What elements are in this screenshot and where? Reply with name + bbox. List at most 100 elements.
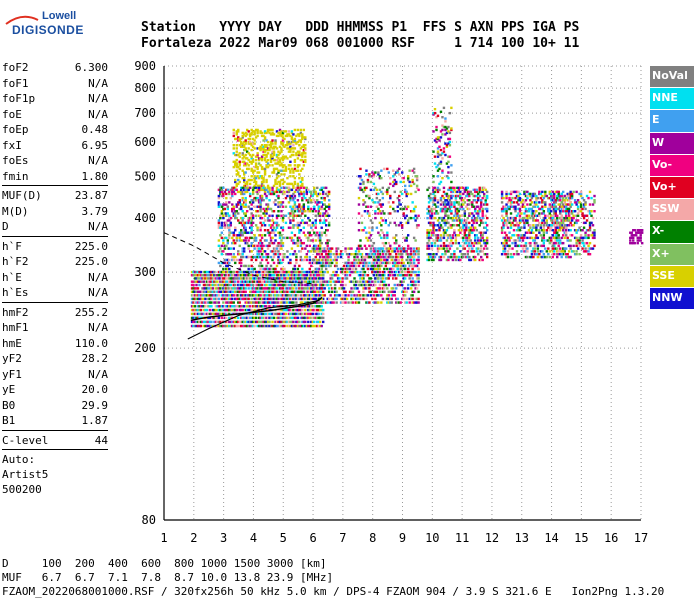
echo-point [467, 253, 469, 255]
echo-point [403, 298, 405, 300]
echo-point [195, 284, 197, 286]
echo-point [365, 187, 367, 189]
echo-point [267, 203, 269, 205]
echo-point [370, 239, 372, 241]
echo-point [271, 224, 273, 226]
x-tick-label: 13 [515, 531, 529, 545]
echo-point [477, 199, 479, 201]
echo-point [295, 256, 297, 258]
echo-point [443, 242, 445, 244]
echo-point [484, 222, 486, 224]
echo-point [204, 298, 206, 300]
echo-point [277, 197, 279, 199]
echo-point [410, 250, 412, 252]
echo-point [468, 208, 470, 210]
echo-point [218, 195, 220, 197]
echo-point [482, 217, 484, 219]
echo-point [335, 262, 337, 264]
echo-point [264, 215, 266, 217]
y-tick-label: 400 [134, 211, 156, 225]
echo-point [474, 259, 476, 261]
echo-point [437, 234, 439, 236]
echo-point [291, 195, 293, 197]
echo-point [350, 287, 352, 289]
echo-point [247, 130, 249, 132]
echo-point [450, 245, 452, 247]
echo-point [233, 144, 235, 146]
echo-point [295, 253, 297, 255]
echo-point [404, 287, 406, 289]
echo-point [386, 237, 388, 239]
echo-point [531, 208, 533, 210]
echo-point [303, 208, 305, 210]
echo-point [321, 268, 323, 270]
echo-point [259, 291, 261, 293]
echo-point [428, 232, 430, 234]
echo-point [244, 171, 246, 173]
echo-point [255, 215, 257, 217]
echo-point [259, 208, 261, 210]
echo-point [347, 294, 349, 296]
echo-point [325, 234, 327, 236]
echo-point [462, 222, 464, 224]
echo-point [341, 284, 343, 286]
echo-point [294, 201, 296, 203]
echo-point [456, 208, 458, 210]
echo-point [431, 247, 433, 249]
echo-point [437, 201, 439, 203]
echo-point [318, 274, 320, 276]
echo-point [277, 210, 279, 212]
echo-point [434, 203, 436, 205]
echo-point [237, 171, 239, 173]
echo-point [294, 181, 296, 183]
echo-point [373, 262, 375, 264]
echo-point [315, 271, 317, 273]
echo-point [295, 259, 297, 261]
echo-point [239, 155, 241, 157]
echo-point [310, 201, 312, 203]
echo-point [225, 201, 227, 203]
echo-point [319, 271, 321, 273]
echo-point [464, 210, 466, 212]
echo-point [476, 195, 478, 197]
echo-point [218, 294, 220, 296]
echo-point [385, 219, 387, 221]
echo-point [295, 287, 297, 289]
echo-point [306, 222, 308, 224]
echo-point [464, 215, 466, 217]
echo-point [221, 212, 223, 214]
echo-point [434, 217, 436, 219]
echo-point [376, 206, 378, 208]
echo-point [234, 280, 236, 282]
echo-point [443, 191, 445, 193]
echo-point [289, 259, 291, 261]
echo-point [441, 170, 443, 172]
echo-point [404, 185, 406, 187]
echo-point [319, 212, 321, 214]
echo-point [289, 161, 291, 163]
echo-point [359, 274, 361, 276]
echo-point [233, 253, 235, 255]
echo-point [504, 206, 506, 208]
echo-point [526, 250, 528, 252]
echo-point [294, 195, 296, 197]
echo-point [350, 294, 352, 296]
echo-point [443, 147, 445, 149]
echo-point [337, 256, 339, 258]
echo-point [538, 215, 540, 217]
echo-point [273, 317, 275, 319]
echo-point [508, 245, 510, 247]
echo-point [428, 259, 430, 261]
echo-point [247, 147, 249, 149]
echo-point [244, 206, 246, 208]
echo-point [282, 142, 284, 144]
echo-point [352, 291, 354, 293]
echo-point [277, 215, 279, 217]
echo-point [313, 187, 315, 189]
echo-point [328, 193, 330, 195]
echo-point [249, 193, 251, 195]
echo-point [321, 234, 323, 236]
echo-point [382, 274, 384, 276]
echo-point [411, 277, 413, 279]
echo-point [432, 150, 434, 152]
